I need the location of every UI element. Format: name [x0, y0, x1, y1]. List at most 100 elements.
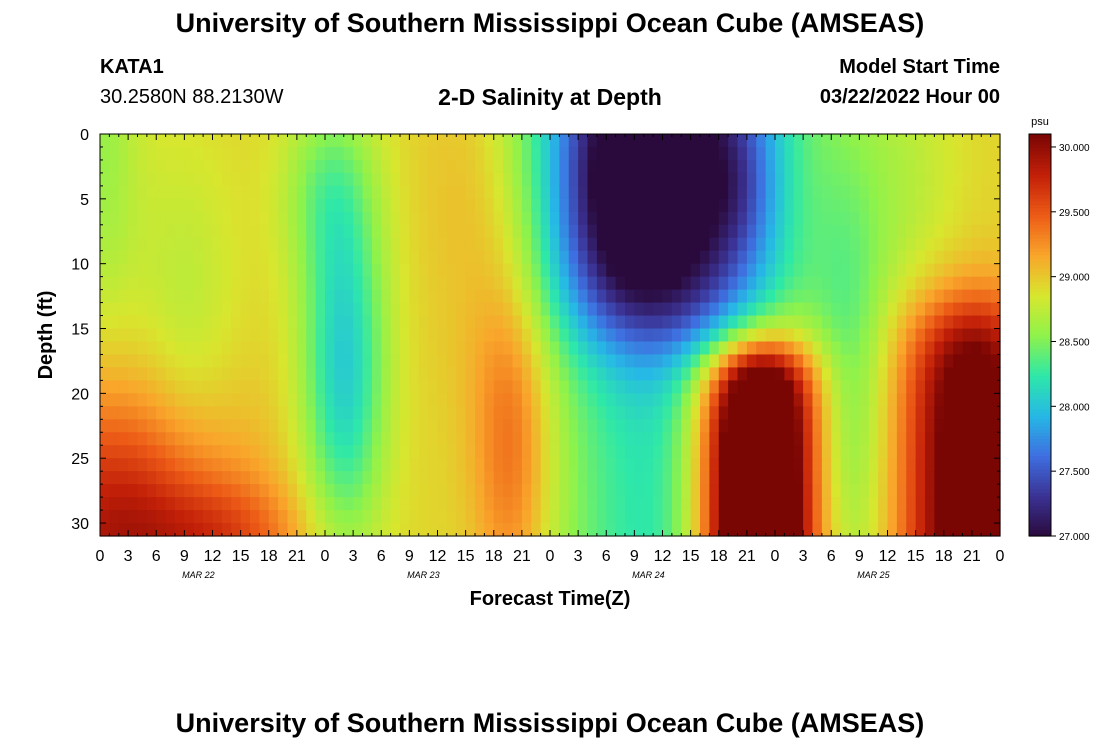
heatmap-cell	[962, 224, 973, 239]
heatmap-cell	[578, 302, 589, 317]
heatmap-cell	[906, 458, 917, 472]
heatmap-cell	[390, 380, 401, 394]
heatmap-cell	[568, 224, 579, 239]
heatmap-cell	[765, 289, 776, 304]
heatmap-cell	[990, 134, 1001, 148]
heatmap-cell	[268, 523, 279, 537]
heatmap-cell	[137, 510, 148, 524]
heatmap-cell	[306, 432, 317, 446]
heatmap-cell	[315, 510, 326, 524]
heatmap-cell	[756, 276, 767, 291]
heatmap-cell	[353, 432, 364, 446]
heatmap-cell	[437, 328, 448, 343]
heatmap-cell	[671, 159, 682, 174]
heatmap-cell	[306, 406, 317, 420]
heatmap-cell	[625, 354, 635, 369]
heatmap-cell	[165, 380, 176, 394]
heatmap-cell	[165, 419, 176, 433]
heatmap-cell	[606, 432, 617, 446]
heatmap-cell	[259, 263, 270, 278]
heatmap-cell	[971, 393, 982, 407]
heatmap-cell	[428, 289, 439, 304]
heatmap-cell	[512, 185, 523, 200]
heatmap-cell	[803, 380, 814, 394]
heatmap-cell	[812, 159, 823, 174]
heatmap-cell	[606, 146, 617, 161]
heatmap-cell	[325, 159, 335, 174]
heatmap-cell	[728, 419, 739, 433]
heatmap-cell	[381, 134, 392, 148]
heatmap-cell	[381, 224, 392, 239]
heatmap-cell	[812, 302, 823, 317]
heatmap-cell	[634, 198, 645, 213]
heatmap-cell	[184, 289, 195, 304]
heatmap-cell	[437, 159, 448, 174]
heatmap-cell	[362, 510, 373, 524]
heatmap-cell	[559, 458, 570, 472]
heatmap-cell	[737, 315, 748, 330]
heatmap-cell	[840, 302, 851, 317]
colorbar-segment	[1029, 505, 1051, 510]
heatmap-cell	[146, 198, 157, 213]
heatmap-cell	[550, 237, 560, 252]
heatmap-cell	[700, 172, 710, 187]
heatmap-cell	[587, 523, 598, 537]
heatmap-cell	[756, 471, 767, 485]
heatmap-cell	[934, 367, 945, 381]
heatmap-cell	[793, 315, 804, 330]
heatmap-cell	[400, 237, 410, 252]
heatmap-cell	[381, 211, 392, 226]
heatmap-cell	[418, 224, 429, 239]
heatmap-cell	[981, 380, 992, 394]
heatmap-cell	[934, 237, 945, 252]
heatmap-cell	[493, 276, 504, 291]
heatmap-cell	[250, 354, 260, 369]
model-start-label: Model Start Time	[839, 56, 1000, 78]
heatmap-cell	[709, 445, 720, 459]
heatmap-cell	[784, 172, 795, 187]
x-tick-label: 18	[260, 548, 278, 565]
heatmap-cell	[128, 172, 139, 187]
heatmap-cell	[315, 276, 326, 291]
heatmap-cell	[934, 172, 945, 187]
heatmap-cell	[784, 198, 795, 213]
heatmap-cell	[784, 159, 795, 174]
colorbar-segment	[1029, 371, 1051, 376]
heatmap-cell	[268, 250, 279, 265]
heatmap-cell	[578, 354, 589, 369]
heatmap-cell	[268, 484, 279, 498]
heatmap-cell	[803, 497, 814, 511]
heatmap-cell	[887, 134, 898, 148]
heatmap-cell	[156, 523, 167, 537]
heatmap-cell	[156, 380, 167, 394]
heatmap-cell	[259, 393, 270, 407]
heatmap-cell	[221, 250, 232, 265]
heatmap-cell	[184, 315, 195, 330]
heatmap-cell	[821, 302, 832, 317]
heatmap-cell	[118, 289, 129, 304]
heatmap-cell	[653, 484, 664, 498]
heatmap-cell	[568, 159, 579, 174]
heatmap-cell	[137, 445, 148, 459]
heatmap-cell	[390, 224, 401, 239]
colorbar-segment	[1029, 234, 1051, 239]
heatmap-cell	[943, 211, 954, 226]
heatmap-cell	[671, 146, 682, 161]
heatmap-cell	[971, 146, 982, 161]
heatmap-cell	[971, 380, 982, 394]
heatmap-cell	[165, 445, 176, 459]
heatmap-cell	[156, 341, 167, 356]
heatmap-cell	[184, 185, 195, 200]
heatmap-cell	[100, 393, 110, 407]
heatmap-cell	[231, 497, 242, 511]
heatmap-cell	[306, 328, 317, 343]
heatmap-cell	[915, 146, 926, 161]
heatmap-cell	[821, 328, 832, 343]
heatmap-cell	[793, 510, 804, 524]
heatmap-cell	[278, 224, 289, 239]
heatmap-cell	[418, 432, 429, 446]
heatmap-cell	[568, 380, 579, 394]
heatmap-cell	[981, 354, 992, 369]
heatmap-cell	[596, 302, 607, 317]
heatmap-cell	[259, 497, 270, 511]
